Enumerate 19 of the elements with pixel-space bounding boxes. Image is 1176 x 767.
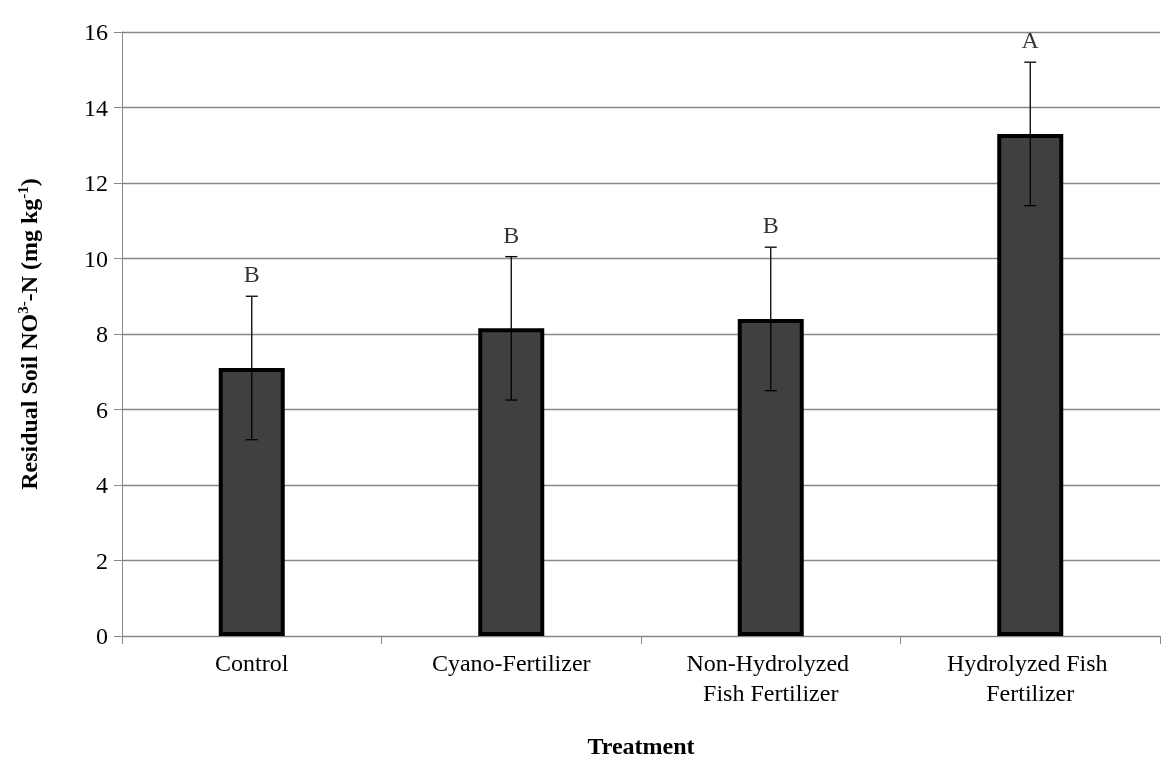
annotation: B: [243, 261, 260, 288]
y-tick-label: 10: [84, 245, 108, 272]
y-tick-label: 14: [84, 94, 108, 121]
x-axis-title: Treatment: [587, 733, 695, 759]
x-tick-label: Non-Hydrolyzed Fish Fertilizer: [686, 650, 856, 706]
y-tick-label: 6: [96, 396, 108, 423]
y-tick-label: 0: [96, 623, 108, 649]
annotation: B: [503, 221, 520, 248]
y-tick-label: 12: [84, 170, 108, 196]
x-tick-label: Hydrolyzed Fish Fertilizer: [946, 650, 1114, 706]
y-axis-title: Residual Soil NO3--N (mg kg-1): [14, 178, 42, 490]
annotation: B: [762, 212, 779, 239]
y-tick-label: 2: [96, 547, 108, 574]
y-tick-label: 16: [84, 19, 108, 45]
y-tick-label: 8: [96, 321, 108, 347]
x-tick-label: Cyano-Fertilizer: [431, 650, 591, 676]
y-tick-label: 4: [96, 472, 108, 498]
annotation: A: [1021, 27, 1040, 54]
x-tick-label: Control: [215, 650, 289, 676]
